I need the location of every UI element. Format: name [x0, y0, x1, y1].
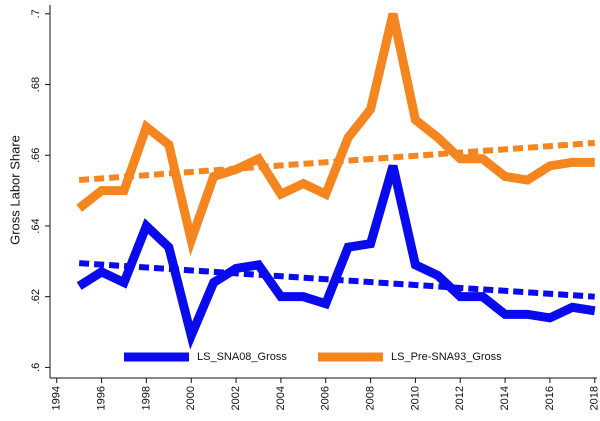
legend-label: LS_SNA08_Gross — [197, 351, 287, 363]
series-line — [76, 12, 595, 257]
y-tick-label: .62 — [30, 289, 42, 304]
x-tick-label: 2000 — [185, 386, 197, 410]
x-tick-label: 2010 — [409, 386, 421, 410]
legend-label: LS_Pre-SNA93_Gross — [391, 351, 502, 363]
x-tick-label: 2016 — [544, 386, 556, 410]
y-axis-label: Gross Labor Share — [7, 135, 22, 245]
x-tick-label: 1996 — [95, 386, 107, 410]
series-line — [76, 164, 596, 350]
x-tick-label: 2006 — [320, 386, 332, 410]
y-tick-label: .6 — [30, 363, 42, 372]
x-tick-label: 1998 — [140, 386, 152, 410]
y-tick-label: .64 — [30, 218, 42, 233]
x-tick-label: 2014 — [499, 386, 511, 410]
x-tick-label: 2002 — [230, 386, 242, 410]
x-tick-label: 2012 — [454, 386, 466, 410]
y-tick-label: .7 — [30, 9, 42, 18]
x-tick-label: 1994 — [51, 386, 63, 410]
y-tick-label: .68 — [30, 77, 42, 92]
x-tick-label: 2018 — [589, 386, 600, 410]
y-tick-label: .66 — [30, 148, 42, 163]
x-tick-label: 2004 — [275, 386, 287, 410]
x-tick-label: 2008 — [364, 386, 376, 410]
